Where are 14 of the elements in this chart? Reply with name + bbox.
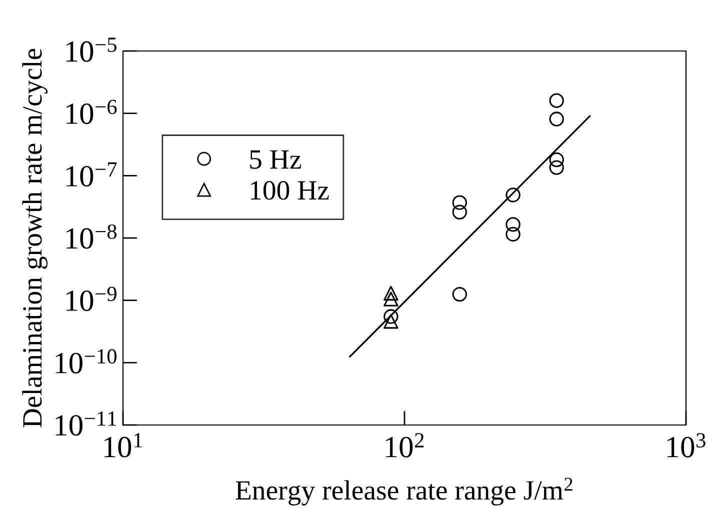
y-tick-label: 10$^{−9}$ [66, 286, 116, 312]
x-axis-title: Energy release rate range J/m$^{2}$ [236, 478, 572, 506]
y-tick-label: 10$^{−7}$ [66, 162, 117, 187]
legend-label: 100 Hz [250, 181, 329, 200]
y-axis-title: Delamination growth rate m/cycle [22, 48, 48, 428]
y-tick-label: 10$^{−6}$ [66, 100, 117, 124]
x-tick-label: 10$^{2}$ [386, 433, 424, 458]
legend-label: 5 Hz [250, 150, 301, 169]
y-tick-label: 10$^{−11}$ [56, 411, 116, 436]
y-tick-label: 10$^{−5}$ [66, 38, 116, 62]
x-tick-label: 10$^{1}$ [104, 433, 142, 458]
y-tick-label: 10$^{−10}$ [56, 349, 116, 374]
y-tick-label: 10$^{−8}$ [66, 224, 116, 249]
x-tick-label: 10$^{3}$ [667, 433, 706, 458]
